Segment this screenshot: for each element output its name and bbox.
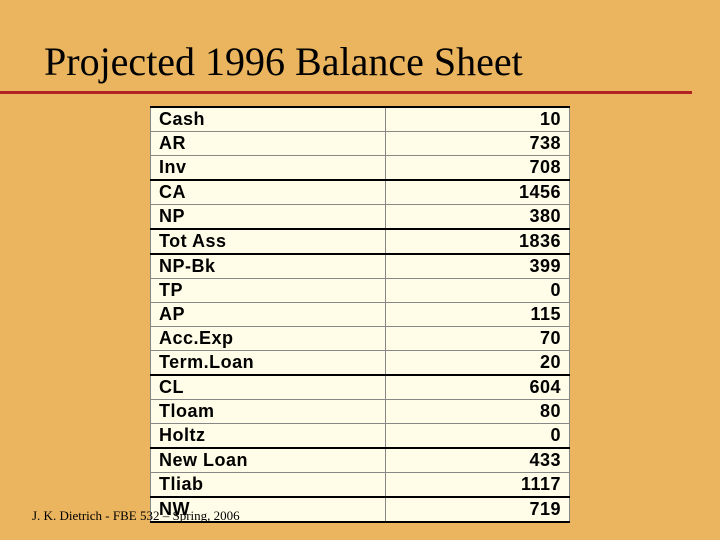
row-label: CL xyxy=(151,375,386,400)
table-row: CL604 xyxy=(151,375,570,400)
row-label: CA xyxy=(151,180,386,205)
row-value: 719 xyxy=(385,497,569,522)
table-row: Tliab1117 xyxy=(151,473,570,498)
row-label: Term.Loan xyxy=(151,351,386,376)
row-label: Tliab xyxy=(151,473,386,498)
row-label: NP-Bk xyxy=(151,254,386,279)
row-value: 433 xyxy=(385,448,569,473)
table-row: Term.Loan20 xyxy=(151,351,570,376)
row-label: Holtz xyxy=(151,424,386,449)
table-row: AR738 xyxy=(151,132,570,156)
row-label: Tloam xyxy=(151,400,386,424)
row-value: 10 xyxy=(385,107,569,132)
table-row: TP0 xyxy=(151,279,570,303)
footer-credit: J. K. Dietrich - FBE 532 – Spring, 2006 xyxy=(32,508,240,524)
row-label: TP xyxy=(151,279,386,303)
page-title: Projected 1996 Balance Sheet xyxy=(0,0,692,94)
balance-sheet-table: Cash10AR738Inv708CA1456NP380Tot Ass1836N… xyxy=(150,106,570,523)
row-value: 708 xyxy=(385,156,569,181)
table-row: Cash10 xyxy=(151,107,570,132)
row-label: NP xyxy=(151,205,386,230)
table-row: NP-Bk399 xyxy=(151,254,570,279)
table-row: CA1456 xyxy=(151,180,570,205)
row-value: 115 xyxy=(385,303,569,327)
row-value: 20 xyxy=(385,351,569,376)
row-value: 738 xyxy=(385,132,569,156)
row-value: 70 xyxy=(385,327,569,351)
table-row: NP380 xyxy=(151,205,570,230)
row-value: 1836 xyxy=(385,229,569,254)
row-value: 399 xyxy=(385,254,569,279)
table-row: Tot Ass1836 xyxy=(151,229,570,254)
row-label: Cash xyxy=(151,107,386,132)
row-label: AR xyxy=(151,132,386,156)
row-value: 604 xyxy=(385,375,569,400)
row-label: AP xyxy=(151,303,386,327)
row-value: 80 xyxy=(385,400,569,424)
table-row: Tloam80 xyxy=(151,400,570,424)
row-value: 1117 xyxy=(385,473,569,498)
table-row: Acc.Exp70 xyxy=(151,327,570,351)
row-value: 0 xyxy=(385,424,569,449)
table-row: Inv708 xyxy=(151,156,570,181)
row-value: 1456 xyxy=(385,180,569,205)
row-label: New Loan xyxy=(151,448,386,473)
row-label: Inv xyxy=(151,156,386,181)
table-row: AP115 xyxy=(151,303,570,327)
balance-sheet-table-container: Cash10AR738Inv708CA1456NP380Tot Ass1836N… xyxy=(150,106,570,523)
row-label: Tot Ass xyxy=(151,229,386,254)
row-label: Acc.Exp xyxy=(151,327,386,351)
row-value: 0 xyxy=(385,279,569,303)
row-value: 380 xyxy=(385,205,569,230)
table-row: Holtz0 xyxy=(151,424,570,449)
table-row: New Loan433 xyxy=(151,448,570,473)
